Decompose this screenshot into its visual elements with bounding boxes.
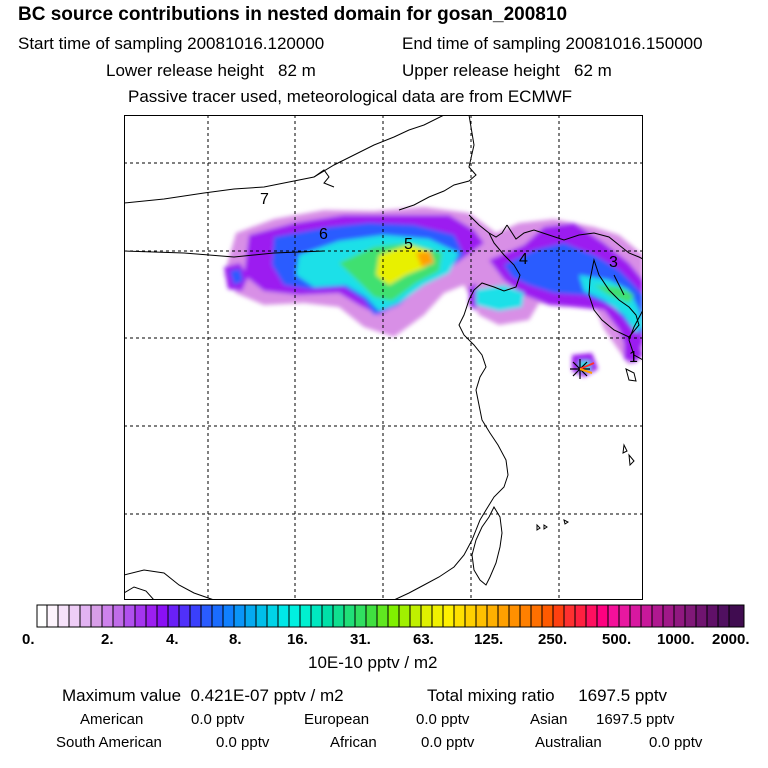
australian-value: 0.0 pptv: [649, 734, 703, 751]
asian-label: Asian: [530, 711, 568, 728]
colorbar-swatches: [36, 604, 745, 628]
asian-value: 1697.5 pptv: [596, 711, 675, 728]
upper-release-label: Upper release height: [402, 61, 560, 80]
colorbar-tick-4: 16.: [287, 631, 308, 648]
colorbar-tick-1: 2.: [101, 631, 114, 648]
plume-orange: [416, 251, 434, 267]
region-label-1: 1: [629, 349, 638, 366]
concentration-field: [224, 207, 643, 377]
colorbar-tick-9: 500.: [602, 631, 631, 648]
region-label-5: 5: [404, 236, 413, 253]
plume-east-cyan: [579, 275, 643, 333]
plot-title: BC source contributions in nested domain…: [18, 4, 568, 25]
start-time: Start time of sampling 20081016.120000: [18, 34, 324, 54]
coastlines: [124, 115, 643, 600]
maximum-value-label: Maximum value: [62, 686, 182, 705]
total-mixing-label: Total mixing ratio: [427, 686, 555, 705]
colorbar-tick-11: 2000.: [712, 631, 750, 648]
start-time-label: Start time of sampling: [18, 34, 183, 53]
map-panel: 7 6 5 4 3 1: [124, 115, 643, 600]
plume-east-green: [594, 285, 634, 303]
american-label: American: [80, 711, 144, 728]
lower-release-height: Lower release height 82 m: [106, 61, 316, 81]
maximum-value-number: 0.421E-07 pptv / m2: [190, 686, 344, 705]
australian-label: Australian: [535, 734, 602, 751]
start-time-value: 20081016.120000: [187, 34, 325, 53]
end-time-value: 20081016.150000: [565, 34, 703, 53]
map-frame: [124, 115, 643, 600]
european-label: European: [304, 711, 370, 728]
american-value: 0.0 pptv: [191, 711, 245, 728]
end-time-label: End time of sampling: [402, 34, 561, 53]
colorbar-tick-5: 31.: [350, 631, 371, 648]
plume-yellow: [376, 245, 429, 285]
lat-lon-grid: [124, 115, 643, 600]
south-american-value: 0.0 pptv: [216, 734, 270, 751]
colorbar-unit: 10E-10 pptv / m2: [308, 653, 438, 672]
total-mixing-value: 1697.5 pptv: [578, 686, 668, 705]
region-label-4: 4: [519, 251, 528, 268]
colorbar-tick-0: 0.: [22, 631, 35, 648]
colorbar-tick-10: 1000.: [657, 631, 695, 648]
european-value: 0.0 pptv: [416, 711, 470, 728]
region-label-6: 6: [319, 226, 328, 243]
colorbar-tick-6: 63.: [413, 631, 434, 648]
upper-release-height: Upper release height 62 m: [402, 61, 612, 81]
african-label: African: [330, 734, 377, 751]
plume-south-blob: [474, 285, 524, 311]
african-value: 0.0 pptv: [421, 734, 475, 751]
colorbar-tick-8: 250.: [538, 631, 567, 648]
colorbar-tick-3: 8.: [229, 631, 242, 648]
plume-west-blob-core: [230, 269, 243, 285]
region-labels: 7 6 5 4 3 1: [260, 191, 638, 366]
upper-release-value: 62 m: [574, 61, 612, 80]
maximum-value: Maximum value 0.421E-07 pptv / m2: [62, 686, 344, 706]
tracer-info: Passive tracer used, meteorological data…: [128, 87, 573, 106]
receptor-star-marker: [570, 359, 595, 379]
plume-east-blue: [504, 243, 643, 335]
south-american-label: South American: [56, 734, 162, 751]
region-label-3: 3: [609, 254, 618, 271]
end-time: End time of sampling 20081016.150000: [402, 34, 703, 54]
lower-release-value: 82 m: [278, 61, 316, 80]
region-label-7: 7: [260, 191, 269, 208]
total-mixing-ratio: Total mixing ratio 1697.5 pptv: [427, 686, 667, 706]
colorbar-tick-2: 4.: [166, 631, 179, 648]
colorbar-tick-7: 125.: [474, 631, 503, 648]
colorbar: 0. 2. 4. 8. 16. 31. 63. 125. 250. 500. 1…: [22, 604, 750, 648]
lower-release-label: Lower release height: [106, 61, 264, 80]
colorbar-tick-labels: 0. 2. 4. 8. 16. 31. 63. 125. 250. 500. 1…: [22, 631, 750, 648]
